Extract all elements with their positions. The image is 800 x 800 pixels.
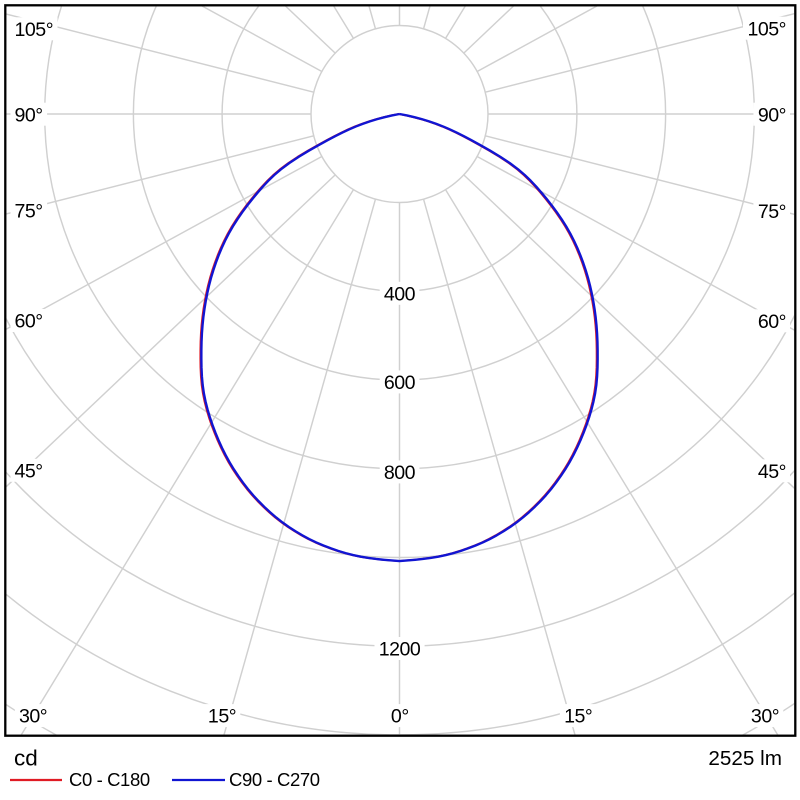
svg-text:30°: 30°: [19, 706, 47, 728]
svg-text:90°: 90°: [758, 104, 786, 126]
svg-text:45°: 45°: [15, 460, 43, 482]
svg-text:105°: 105°: [15, 19, 54, 41]
svg-text:C90 - C270: C90 - C270: [229, 769, 320, 790]
svg-text:800: 800: [384, 462, 416, 484]
svg-text:2525 lm: 2525 lm: [708, 747, 782, 770]
svg-text:400: 400: [384, 283, 416, 305]
svg-text:cd: cd: [14, 746, 38, 771]
svg-text:15°: 15°: [564, 706, 592, 728]
svg-text:15°: 15°: [208, 706, 236, 728]
svg-text:1200: 1200: [379, 639, 421, 661]
svg-text:45°: 45°: [758, 461, 786, 483]
svg-text:600: 600: [384, 372, 416, 394]
svg-text:105°: 105°: [747, 18, 786, 40]
svg-text:30°: 30°: [751, 706, 779, 728]
svg-text:60°: 60°: [758, 311, 786, 333]
svg-text:75°: 75°: [758, 201, 786, 223]
svg-text:75°: 75°: [15, 201, 43, 223]
svg-text:90°: 90°: [15, 104, 43, 126]
svg-text:0°: 0°: [391, 706, 409, 728]
svg-text:60°: 60°: [15, 311, 43, 333]
svg-text:C0 - C180: C0 - C180: [69, 769, 150, 790]
